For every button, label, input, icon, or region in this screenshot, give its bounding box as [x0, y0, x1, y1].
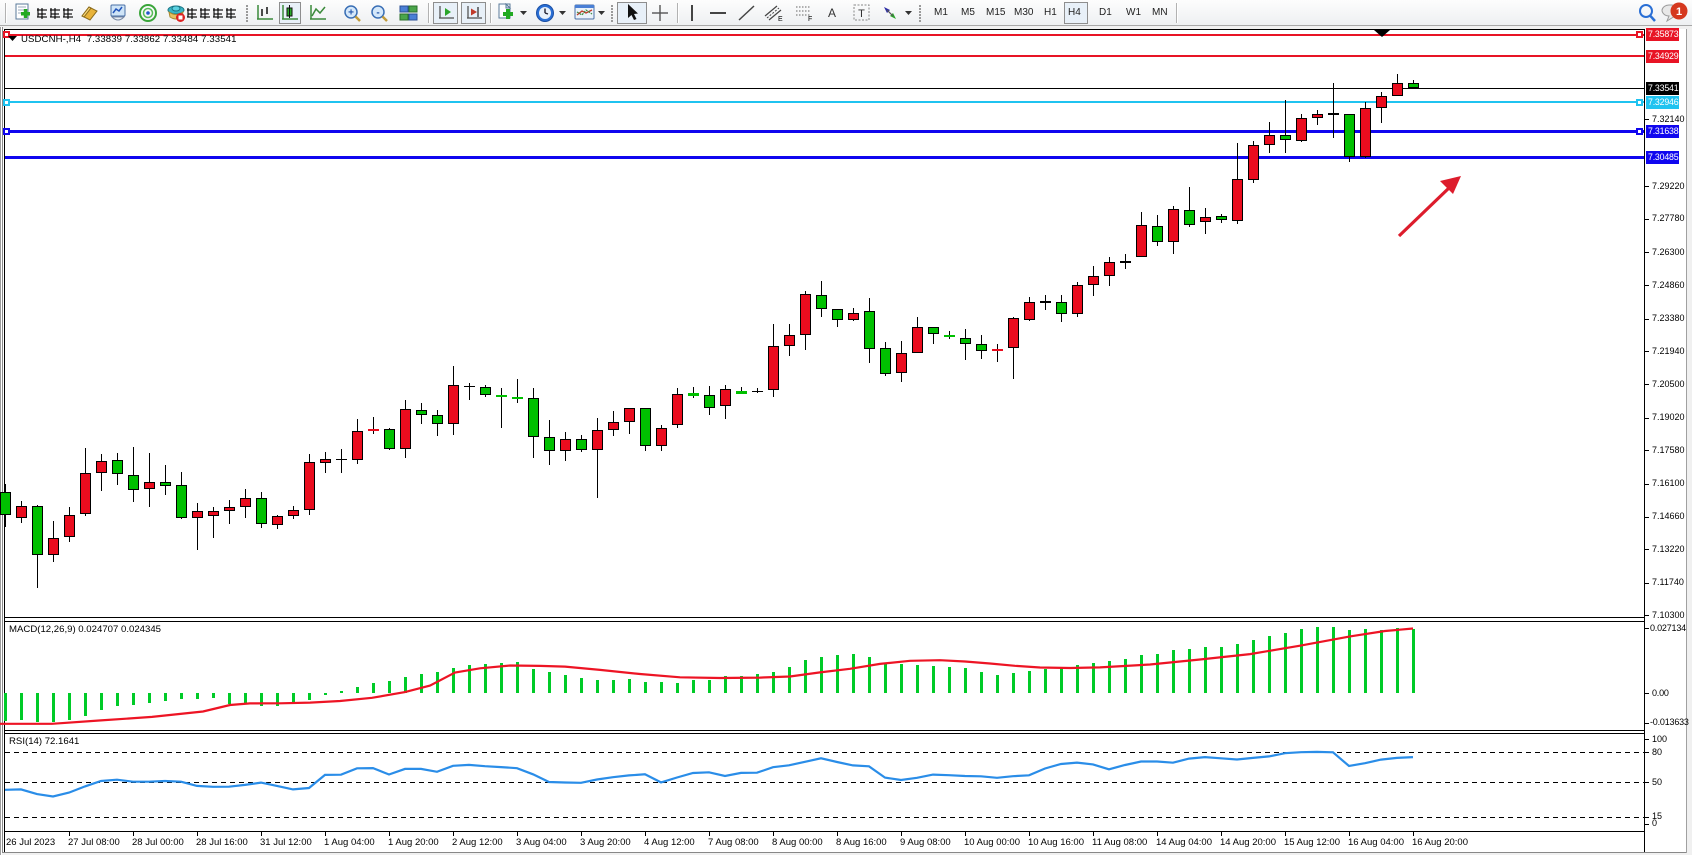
svg-text:+: + — [348, 8, 354, 19]
svg-text:1: 1 — [1676, 6, 1682, 18]
svg-text:E: E — [778, 16, 783, 22]
svg-text:T: T — [858, 8, 865, 20]
svg-text:F: F — [808, 16, 812, 22]
svg-text:-: - — [376, 8, 379, 19]
